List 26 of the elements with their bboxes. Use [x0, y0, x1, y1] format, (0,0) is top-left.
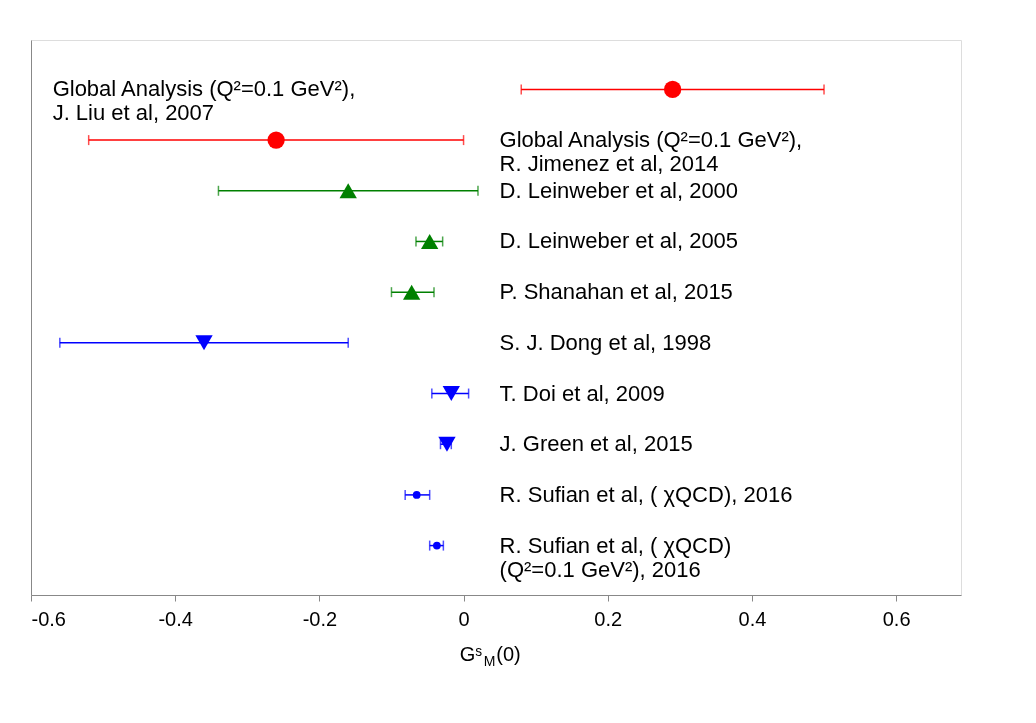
y-tick-label: S. J. Dong et al, 1998 — [499, 329, 712, 355]
point — [339, 183, 357, 199]
x-tick-label: 0.2 — [594, 607, 623, 630]
point — [195, 335, 213, 351]
x-tick-label: 0.4 — [738, 607, 767, 630]
x-tick-label: 0 — [458, 607, 470, 630]
x-tick-label: -0.2 — [302, 607, 338, 630]
point — [663, 80, 682, 99]
point — [402, 284, 421, 300]
point — [433, 541, 441, 550]
y-tick-label: T. Doi et al, 2009 — [499, 380, 665, 406]
y-tick-label: D. Leinweber et al, 2005 — [499, 228, 739, 254]
point — [421, 233, 439, 249]
point — [442, 386, 460, 402]
y-tick-label: Global Analysis (Q²=0.1 GeV²), J. Liu et al, 2007 — [52, 76, 356, 126]
x-tick-label: -0.4 — [158, 607, 193, 630]
y-tick-label: J. Green et al, 2015 — [499, 431, 693, 457]
x-tick-label: 0.6 — [882, 607, 911, 630]
y-tick-label: R. Sufian et al, ( χQCD), 2016 — [499, 481, 793, 507]
y-tick-label: D. Leinweber et al, 2000 — [499, 177, 739, 203]
point — [412, 491, 421, 499]
y-tick-label: P. Shanahan et al, 2015 — [499, 279, 733, 305]
point — [267, 131, 285, 149]
y-tick-label: R. Sufian et al, ( χQCD) (Q²=0.1 GeV²), 2016 — [499, 532, 732, 582]
y-tick-label: Global Analysis (Q²=0.1 GeV²), R. Jimenez et al, 2014 — [499, 127, 803, 177]
x-tick-label: -0.6 — [31, 607, 66, 630]
